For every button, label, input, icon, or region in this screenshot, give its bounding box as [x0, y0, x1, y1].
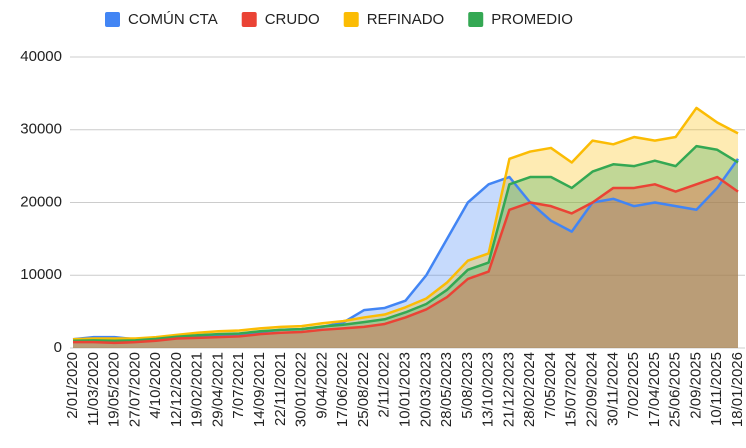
x-tick-label: 17/06/2022	[334, 352, 351, 427]
x-tick-label: 12/12/2020	[168, 352, 185, 427]
legend-swatch	[468, 12, 484, 27]
x-tick-label: 28/02/2024	[521, 352, 538, 427]
x-tick-label: 30/11/2024	[604, 352, 621, 426]
legend-swatch	[241, 12, 257, 27]
x-tick-label: 21/12/2023	[500, 352, 517, 427]
area-fill	[73, 107, 738, 348]
x-tick-label: 22/11/2021	[272, 352, 289, 426]
area-fill	[73, 177, 738, 348]
y-tick-label: 20000	[20, 193, 62, 210]
x-tick-label: 5/08/2023	[459, 352, 476, 419]
x-tick-label: 11/03/2020	[85, 352, 102, 426]
y-tick-label: 10000	[20, 266, 62, 283]
x-tick-label: 22/09/2024	[584, 352, 601, 427]
x-tick-label: 19/02/2021	[189, 352, 206, 427]
y-tick-label: 40000	[20, 48, 62, 65]
series-line	[72, 106, 739, 341]
x-tick-label: 7/05/2024	[542, 352, 559, 419]
x-tick-label: 2/01/2020	[64, 352, 81, 419]
x-tick-label: 25/06/2025	[667, 352, 684, 427]
x-tick-label: 17/04/2025	[646, 352, 663, 427]
x-tick-label: 15/07/2024	[563, 352, 580, 427]
y-tick-label: 30000	[20, 121, 62, 138]
x-tick-label: 2/09/2025	[687, 352, 704, 419]
x-tick-label: 7/07/2021	[230, 352, 247, 419]
x-tick-label: 10/11/2025	[708, 352, 725, 426]
x-tick-label: 4/10/2020	[147, 352, 164, 419]
x-tick-label: 13/10/2023	[480, 352, 497, 427]
y-tick-label: 0	[54, 339, 62, 356]
legend-label: REFINADO	[367, 11, 445, 28]
x-tick-label: 30/01/2022	[293, 352, 310, 427]
x-tick-label: 10/01/2023	[396, 352, 413, 427]
series-line	[73, 175, 739, 345]
area-fill	[73, 158, 738, 348]
area-fill	[73, 146, 738, 348]
legend-label: PROMEDIO	[491, 11, 573, 28]
x-tick-label: 2/11/2022	[376, 352, 393, 418]
legend-label: CRUDO	[265, 11, 320, 28]
series-line	[72, 144, 739, 342]
x-tick-label: 14/09/2021	[251, 352, 268, 427]
x-tick-label: 28/05/2023	[438, 352, 455, 427]
legend-swatch	[105, 12, 120, 27]
x-tick-label: 29/04/2021	[209, 352, 226, 427]
x-tick-label: 18/01/2026	[729, 352, 746, 427]
x-tick-label: 20/03/2023	[417, 352, 434, 427]
legend-swatch	[343, 12, 359, 27]
x-tick-label: 9/04/2022	[313, 352, 330, 419]
x-tick-label: 25/08/2022	[355, 352, 372, 427]
x-tick-label: 19/05/2020	[106, 352, 123, 427]
x-tick-label: 7/02/2025	[625, 352, 642, 419]
x-tick-label: 27/07/2020	[126, 352, 143, 427]
legend-label: COMÚN CTA	[128, 11, 218, 28]
